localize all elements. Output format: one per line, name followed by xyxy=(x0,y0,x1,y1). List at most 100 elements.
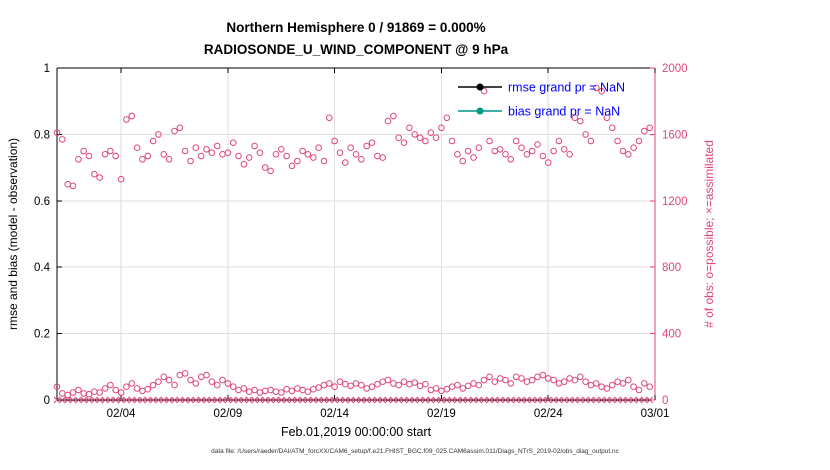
obs-possible-marker xyxy=(491,147,499,155)
obs-possible-marker xyxy=(641,380,648,387)
obs-possible-marker xyxy=(507,380,515,387)
obs-possible-marker xyxy=(251,386,258,394)
obs-possible-marker xyxy=(598,383,605,391)
obs-possible-marker xyxy=(603,385,611,392)
legend-marker-dot xyxy=(476,83,484,91)
obs-possible-marker xyxy=(625,151,632,158)
y-tick-label-left: 0.4 xyxy=(34,262,51,274)
obs-possible-marker xyxy=(470,154,477,161)
obs-possible-marker xyxy=(480,87,488,95)
obs-possible-marker xyxy=(347,382,355,390)
obs-possible-marker xyxy=(294,385,301,392)
obs-possible-marker xyxy=(75,386,82,394)
obs-possible-marker xyxy=(203,146,210,153)
obs-possible-marker xyxy=(609,381,616,389)
obs-possible-marker xyxy=(192,144,200,151)
obs-possible-marker xyxy=(261,387,269,395)
obs-possible-marker xyxy=(528,376,536,384)
obs-possible-marker xyxy=(480,376,488,384)
obs-possible-marker xyxy=(566,151,573,158)
obs-possible-marker xyxy=(523,151,531,158)
obs-possible-marker xyxy=(331,137,338,145)
obs-possible-marker xyxy=(646,124,654,132)
obs-possible-marker xyxy=(587,381,595,389)
obs-possible-marker xyxy=(619,380,627,387)
obs-possible-marker xyxy=(160,151,168,158)
obs-possible-marker xyxy=(112,386,119,394)
obs-possible-marker xyxy=(496,146,504,153)
obs-possible-marker xyxy=(577,117,584,125)
obs-possible-marker xyxy=(454,151,461,158)
obs-possible-marker xyxy=(299,147,306,155)
obs-possible-marker xyxy=(363,385,371,392)
obs-possible-marker xyxy=(448,383,456,391)
obs-possible-marker xyxy=(117,389,125,396)
obs-possible-marker xyxy=(416,382,424,390)
obs-possible-marker xyxy=(213,142,221,150)
obs-possible-marker xyxy=(486,373,493,381)
obs-possible-marker xyxy=(128,112,136,120)
obs-possible-marker xyxy=(53,383,61,391)
obs-possible-marker xyxy=(64,180,71,188)
legend-entry-label: rmse grand pr = NaN xyxy=(508,81,625,95)
obs-possible-marker xyxy=(315,384,322,391)
obs-possible-marker xyxy=(213,381,221,389)
obs-possible-marker xyxy=(593,84,600,92)
obs-possible-marker xyxy=(432,134,440,141)
obs-possible-marker xyxy=(550,376,557,384)
obs-possible-marker xyxy=(229,139,237,146)
obs-possible-marker xyxy=(288,162,296,170)
obs-possible-marker xyxy=(107,381,114,389)
obs-possible-marker xyxy=(379,378,387,386)
obs-possible-marker xyxy=(304,388,312,396)
obs-possible-marker xyxy=(475,381,483,389)
obs-possible-marker xyxy=(181,147,189,155)
obs-possible-marker xyxy=(240,385,248,392)
obs-possible-marker xyxy=(272,388,280,396)
obs-possible-marker xyxy=(406,124,413,132)
obs-possible-marker xyxy=(96,174,103,181)
x-axis-label: Feb.01,2019 00:00:00 start xyxy=(281,425,432,439)
obs-possible-marker xyxy=(133,385,141,392)
obs-possible-marker xyxy=(342,159,349,166)
obs-possible-marker xyxy=(128,380,136,387)
obs-possible-marker xyxy=(133,144,141,151)
obs-possible-marker xyxy=(432,385,440,392)
obs-possible-marker xyxy=(155,131,162,138)
obs-possible-marker xyxy=(224,149,232,156)
obs-possible-marker xyxy=(283,385,290,393)
obs-possible-marker xyxy=(443,114,451,122)
plot-layer: 02/04 02/09 02/14 02/19 02/24 03/0100.20.40.6… xyxy=(34,63,688,420)
obs-possible-marker xyxy=(229,383,237,391)
obs-possible-marker xyxy=(646,383,654,391)
obs-possible-marker xyxy=(75,156,82,163)
obs-possible-marker xyxy=(507,156,515,163)
obs-possible-marker xyxy=(534,373,541,381)
x-tick-label: 02/14 xyxy=(320,408,349,420)
obs-possible-marker xyxy=(614,137,621,145)
obs-possible-marker xyxy=(310,154,317,161)
chart-title: Northern Hemisphere 0 / 91869 = 0.000% xyxy=(226,20,485,35)
obs-possible-marker xyxy=(411,379,419,386)
obs-possible-marker xyxy=(347,144,355,151)
obs-possible-marker xyxy=(571,376,579,384)
obs-possible-marker xyxy=(550,147,557,155)
data-file-caption: data file: /Users/raeder/DAI/ATM_forcXX/… xyxy=(211,448,620,455)
obs-possible-marker xyxy=(294,157,301,165)
obs-possible-marker xyxy=(80,147,87,155)
obs-possible-marker xyxy=(512,373,520,381)
obs-possible-marker xyxy=(261,164,269,171)
obs-possible-marker xyxy=(299,386,306,394)
obs-possible-marker xyxy=(427,129,435,136)
obs-possible-marker xyxy=(593,380,600,387)
y-tick-label-right: 1200 xyxy=(662,196,688,208)
y-tick-label-left: 0.2 xyxy=(34,329,50,341)
obs-possible-marker xyxy=(448,137,456,145)
obs-possible-marker xyxy=(422,380,429,388)
obs-possible-marker xyxy=(454,381,461,389)
obs-possible-marker xyxy=(379,154,387,161)
obs-possible-marker xyxy=(470,380,477,387)
obs-possible-marker xyxy=(272,151,280,158)
obs-possible-marker xyxy=(224,380,232,387)
y-tick-label-left: 0.8 xyxy=(34,129,50,141)
